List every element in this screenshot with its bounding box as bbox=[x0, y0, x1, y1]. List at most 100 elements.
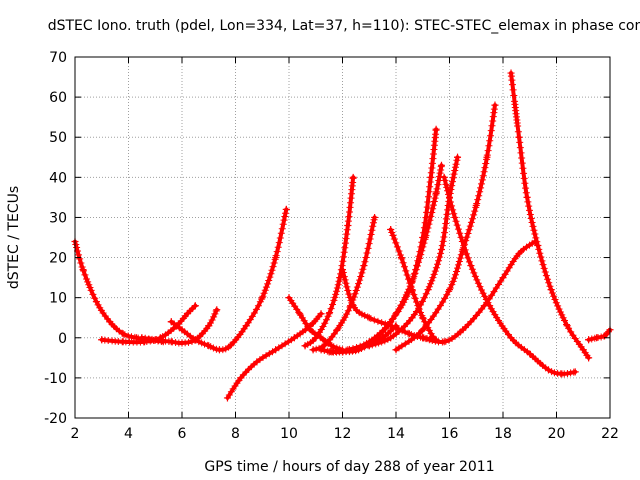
data-point-marker bbox=[442, 180, 450, 188]
data-point-marker bbox=[461, 246, 469, 254]
data-point-marker bbox=[524, 198, 532, 206]
data-point bbox=[392, 310, 400, 318]
data-point-marker bbox=[464, 229, 472, 237]
data-point bbox=[349, 302, 357, 310]
data-point-marker bbox=[335, 277, 343, 285]
data-point-marker bbox=[426, 216, 434, 224]
data-point-marker bbox=[358, 269, 366, 277]
data-point-marker bbox=[435, 173, 443, 181]
data-point-marker bbox=[417, 251, 425, 259]
data-point-marker bbox=[81, 271, 89, 279]
data-point-marker bbox=[353, 283, 361, 291]
data-point-marker bbox=[458, 238, 466, 246]
data-point-marker bbox=[372, 340, 380, 348]
y-tick-label: 30 bbox=[49, 210, 67, 226]
data-point-marker bbox=[537, 253, 545, 261]
data-point-marker bbox=[413, 298, 421, 306]
data-point-marker bbox=[361, 343, 369, 351]
data-point bbox=[419, 326, 427, 334]
x-tick-label: 18 bbox=[494, 426, 512, 442]
data-point-marker bbox=[417, 308, 425, 316]
data-point bbox=[446, 286, 453, 294]
data-point-marker bbox=[431, 337, 439, 345]
data-point bbox=[167, 338, 175, 346]
data-point-marker bbox=[432, 264, 440, 272]
data-point-marker bbox=[484, 147, 492, 155]
data-point bbox=[499, 274, 507, 282]
data-point-marker bbox=[367, 315, 375, 323]
data-point-marker bbox=[431, 194, 439, 202]
data-point bbox=[507, 69, 515, 77]
data-point-marker bbox=[485, 142, 493, 150]
y-axis-label: dSTEC / TECUs bbox=[6, 186, 22, 289]
data-point-marker bbox=[352, 347, 360, 355]
series-arc-05 bbox=[223, 310, 325, 402]
data-point-marker bbox=[465, 258, 473, 266]
data-point-marker bbox=[467, 218, 475, 226]
data-point-marker bbox=[525, 202, 533, 210]
data-point-marker bbox=[265, 277, 273, 285]
data-point bbox=[365, 342, 373, 350]
data-point-marker bbox=[510, 91, 518, 99]
data-point-marker bbox=[555, 305, 563, 313]
data-point bbox=[534, 242, 542, 250]
data-point-marker bbox=[450, 170, 458, 178]
data-point-marker bbox=[470, 269, 478, 277]
data-point-marker bbox=[91, 294, 99, 302]
data-point-marker bbox=[89, 290, 97, 298]
data-point-marker bbox=[464, 254, 472, 262]
data-point-marker bbox=[518, 154, 526, 162]
data-point-marker bbox=[298, 314, 306, 322]
data-point-marker bbox=[341, 313, 349, 321]
data-point-marker bbox=[528, 218, 536, 226]
data-point-marker bbox=[442, 215, 450, 223]
x-axis-label: GPS time / hours of day 288 of year 2011 bbox=[204, 459, 494, 475]
data-point bbox=[547, 286, 555, 294]
data-point-marker bbox=[369, 222, 377, 230]
data-point-marker bbox=[342, 279, 350, 287]
data-point-marker bbox=[276, 234, 284, 242]
data-point-marker bbox=[588, 335, 596, 343]
data-point-marker bbox=[489, 308, 497, 316]
data-point-marker bbox=[479, 289, 487, 297]
data-point-marker bbox=[128, 333, 136, 341]
x-tick-label: 8 bbox=[231, 426, 240, 442]
data-point-marker bbox=[450, 274, 458, 282]
data-point-marker bbox=[395, 305, 403, 313]
data-point bbox=[387, 225, 395, 233]
grid-layer bbox=[75, 57, 610, 418]
data-point-marker bbox=[254, 302, 262, 310]
data-point-marker bbox=[368, 341, 376, 349]
data-point-marker bbox=[364, 244, 372, 252]
data-point-marker bbox=[434, 305, 442, 313]
data-point-marker bbox=[413, 262, 421, 270]
data-point bbox=[167, 318, 175, 326]
series-arc-01 bbox=[71, 238, 167, 346]
data-point-marker bbox=[441, 176, 449, 184]
data-point-marker bbox=[449, 277, 457, 285]
data-point-marker bbox=[560, 317, 568, 325]
data-point-marker bbox=[378, 338, 386, 346]
data-point-marker bbox=[436, 302, 444, 310]
data-point-marker bbox=[378, 319, 386, 327]
data-point-marker bbox=[430, 198, 438, 206]
data-point-marker bbox=[392, 239, 400, 247]
data-point-marker bbox=[369, 219, 377, 227]
data-point-marker bbox=[529, 222, 537, 230]
data-point-marker bbox=[470, 211, 478, 219]
series-arc-11 bbox=[339, 161, 445, 356]
data-point-marker bbox=[434, 181, 442, 189]
data-point-marker bbox=[428, 337, 436, 345]
data-point-marker bbox=[427, 280, 435, 288]
data-point-marker bbox=[281, 212, 289, 220]
chart-title: dSTEC Iono. truth (pdel, Lon=334, Lat=37… bbox=[48, 18, 640, 34]
data-point-marker bbox=[320, 347, 328, 355]
data-point-marker bbox=[527, 215, 535, 223]
data-point-marker bbox=[340, 273, 348, 281]
x-tick-label: 4 bbox=[124, 426, 133, 442]
data-point bbox=[579, 346, 587, 354]
data-point-marker bbox=[435, 257, 443, 265]
data-point bbox=[440, 338, 448, 346]
data-point-marker bbox=[367, 230, 375, 238]
data-point-marker bbox=[370, 316, 378, 324]
